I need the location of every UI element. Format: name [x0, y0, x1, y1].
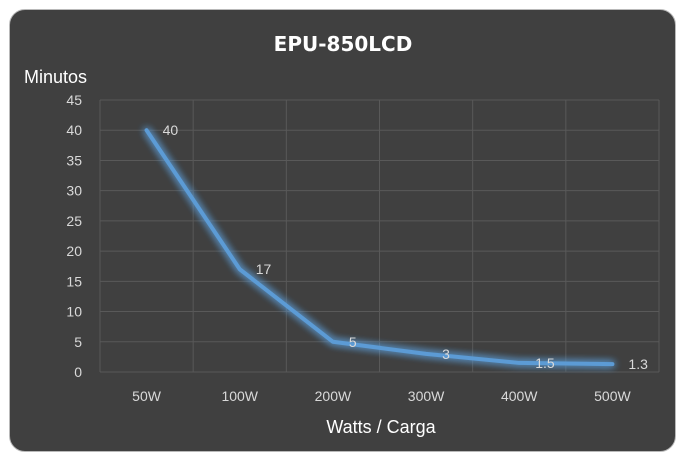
y-tick-label: 10	[66, 304, 82, 320]
y-tick-label: 15	[66, 273, 82, 289]
x-tick-labels: 50W 100W 200W 300W 400W 500W	[132, 388, 631, 404]
data-label: 17	[256, 261, 272, 277]
y-axis-label: Minutos	[24, 67, 87, 87]
y-tick-label: 25	[66, 213, 82, 229]
data-label: 1.5	[535, 355, 555, 371]
chart-title: EPU-850LCD	[274, 32, 413, 56]
x-tick-label: 500W	[594, 388, 631, 404]
x-tick-label: 300W	[408, 388, 445, 404]
series	[144, 128, 615, 367]
chart-card: EPU-850LCD Minutos Watts / Carga 0 5 10 15 2…	[9, 9, 676, 452]
x-tick-label: 200W	[315, 388, 352, 404]
x-tick-label: 50W	[132, 388, 162, 404]
data-label: 40	[163, 122, 179, 138]
y-tick-label: 30	[66, 183, 82, 199]
data-label: 5	[349, 334, 357, 350]
grid	[99, 99, 660, 373]
series-line	[144, 128, 615, 367]
x-tick-label: 400W	[501, 388, 538, 404]
data-label: 1.3	[628, 356, 648, 372]
data-labels: 40 17 5 3 1.5 1.3	[163, 122, 649, 372]
y-tick-label: 0	[74, 364, 82, 380]
y-tick-label: 45	[66, 92, 82, 108]
y-tick-label: 5	[74, 334, 82, 350]
y-tick-label: 20	[66, 243, 82, 259]
x-tick-label: 100W	[221, 388, 258, 404]
x-axis-label: Watts / Carga	[326, 417, 436, 437]
line-chart: EPU-850LCD Minutos Watts / Carga 0 5 10 15 2…	[24, 32, 660, 437]
y-tick-label: 40	[66, 122, 82, 138]
data-label: 3	[442, 346, 450, 362]
y-tick-labels: 0 5 10 15 20 25 30 35 40 45	[66, 92, 82, 380]
y-tick-label: 35	[66, 152, 82, 168]
